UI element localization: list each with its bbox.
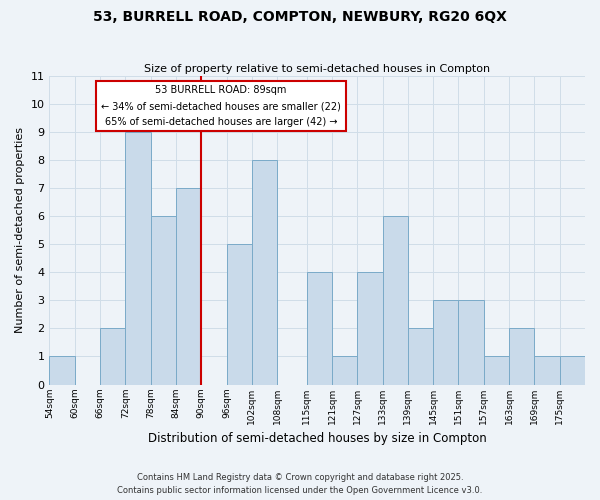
- Bar: [252, 160, 277, 384]
- Bar: [332, 356, 357, 384]
- Bar: [176, 188, 201, 384]
- X-axis label: Distribution of semi-detached houses by size in Compton: Distribution of semi-detached houses by …: [148, 432, 487, 445]
- Bar: [535, 356, 560, 384]
- Bar: [383, 216, 408, 384]
- Bar: [408, 328, 433, 384]
- Bar: [151, 216, 176, 384]
- Bar: [100, 328, 125, 384]
- Title: Size of property relative to semi-detached houses in Compton: Size of property relative to semi-detach…: [144, 64, 490, 74]
- Bar: [458, 300, 484, 384]
- Bar: [509, 328, 535, 384]
- Bar: [49, 356, 75, 384]
- Bar: [560, 356, 585, 384]
- Bar: [227, 244, 252, 384]
- Bar: [307, 272, 332, 384]
- Text: 53, BURRELL ROAD, COMPTON, NEWBURY, RG20 6QX: 53, BURRELL ROAD, COMPTON, NEWBURY, RG20…: [93, 10, 507, 24]
- Bar: [433, 300, 458, 384]
- Y-axis label: Number of semi-detached properties: Number of semi-detached properties: [15, 128, 25, 334]
- Bar: [125, 132, 151, 384]
- Bar: [357, 272, 383, 384]
- Text: Contains HM Land Registry data © Crown copyright and database right 2025.
Contai: Contains HM Land Registry data © Crown c…: [118, 474, 482, 495]
- Text: 53 BURRELL ROAD: 89sqm
← 34% of semi-detached houses are smaller (22)
65% of sem: 53 BURRELL ROAD: 89sqm ← 34% of semi-det…: [101, 86, 341, 126]
- Bar: [484, 356, 509, 384]
